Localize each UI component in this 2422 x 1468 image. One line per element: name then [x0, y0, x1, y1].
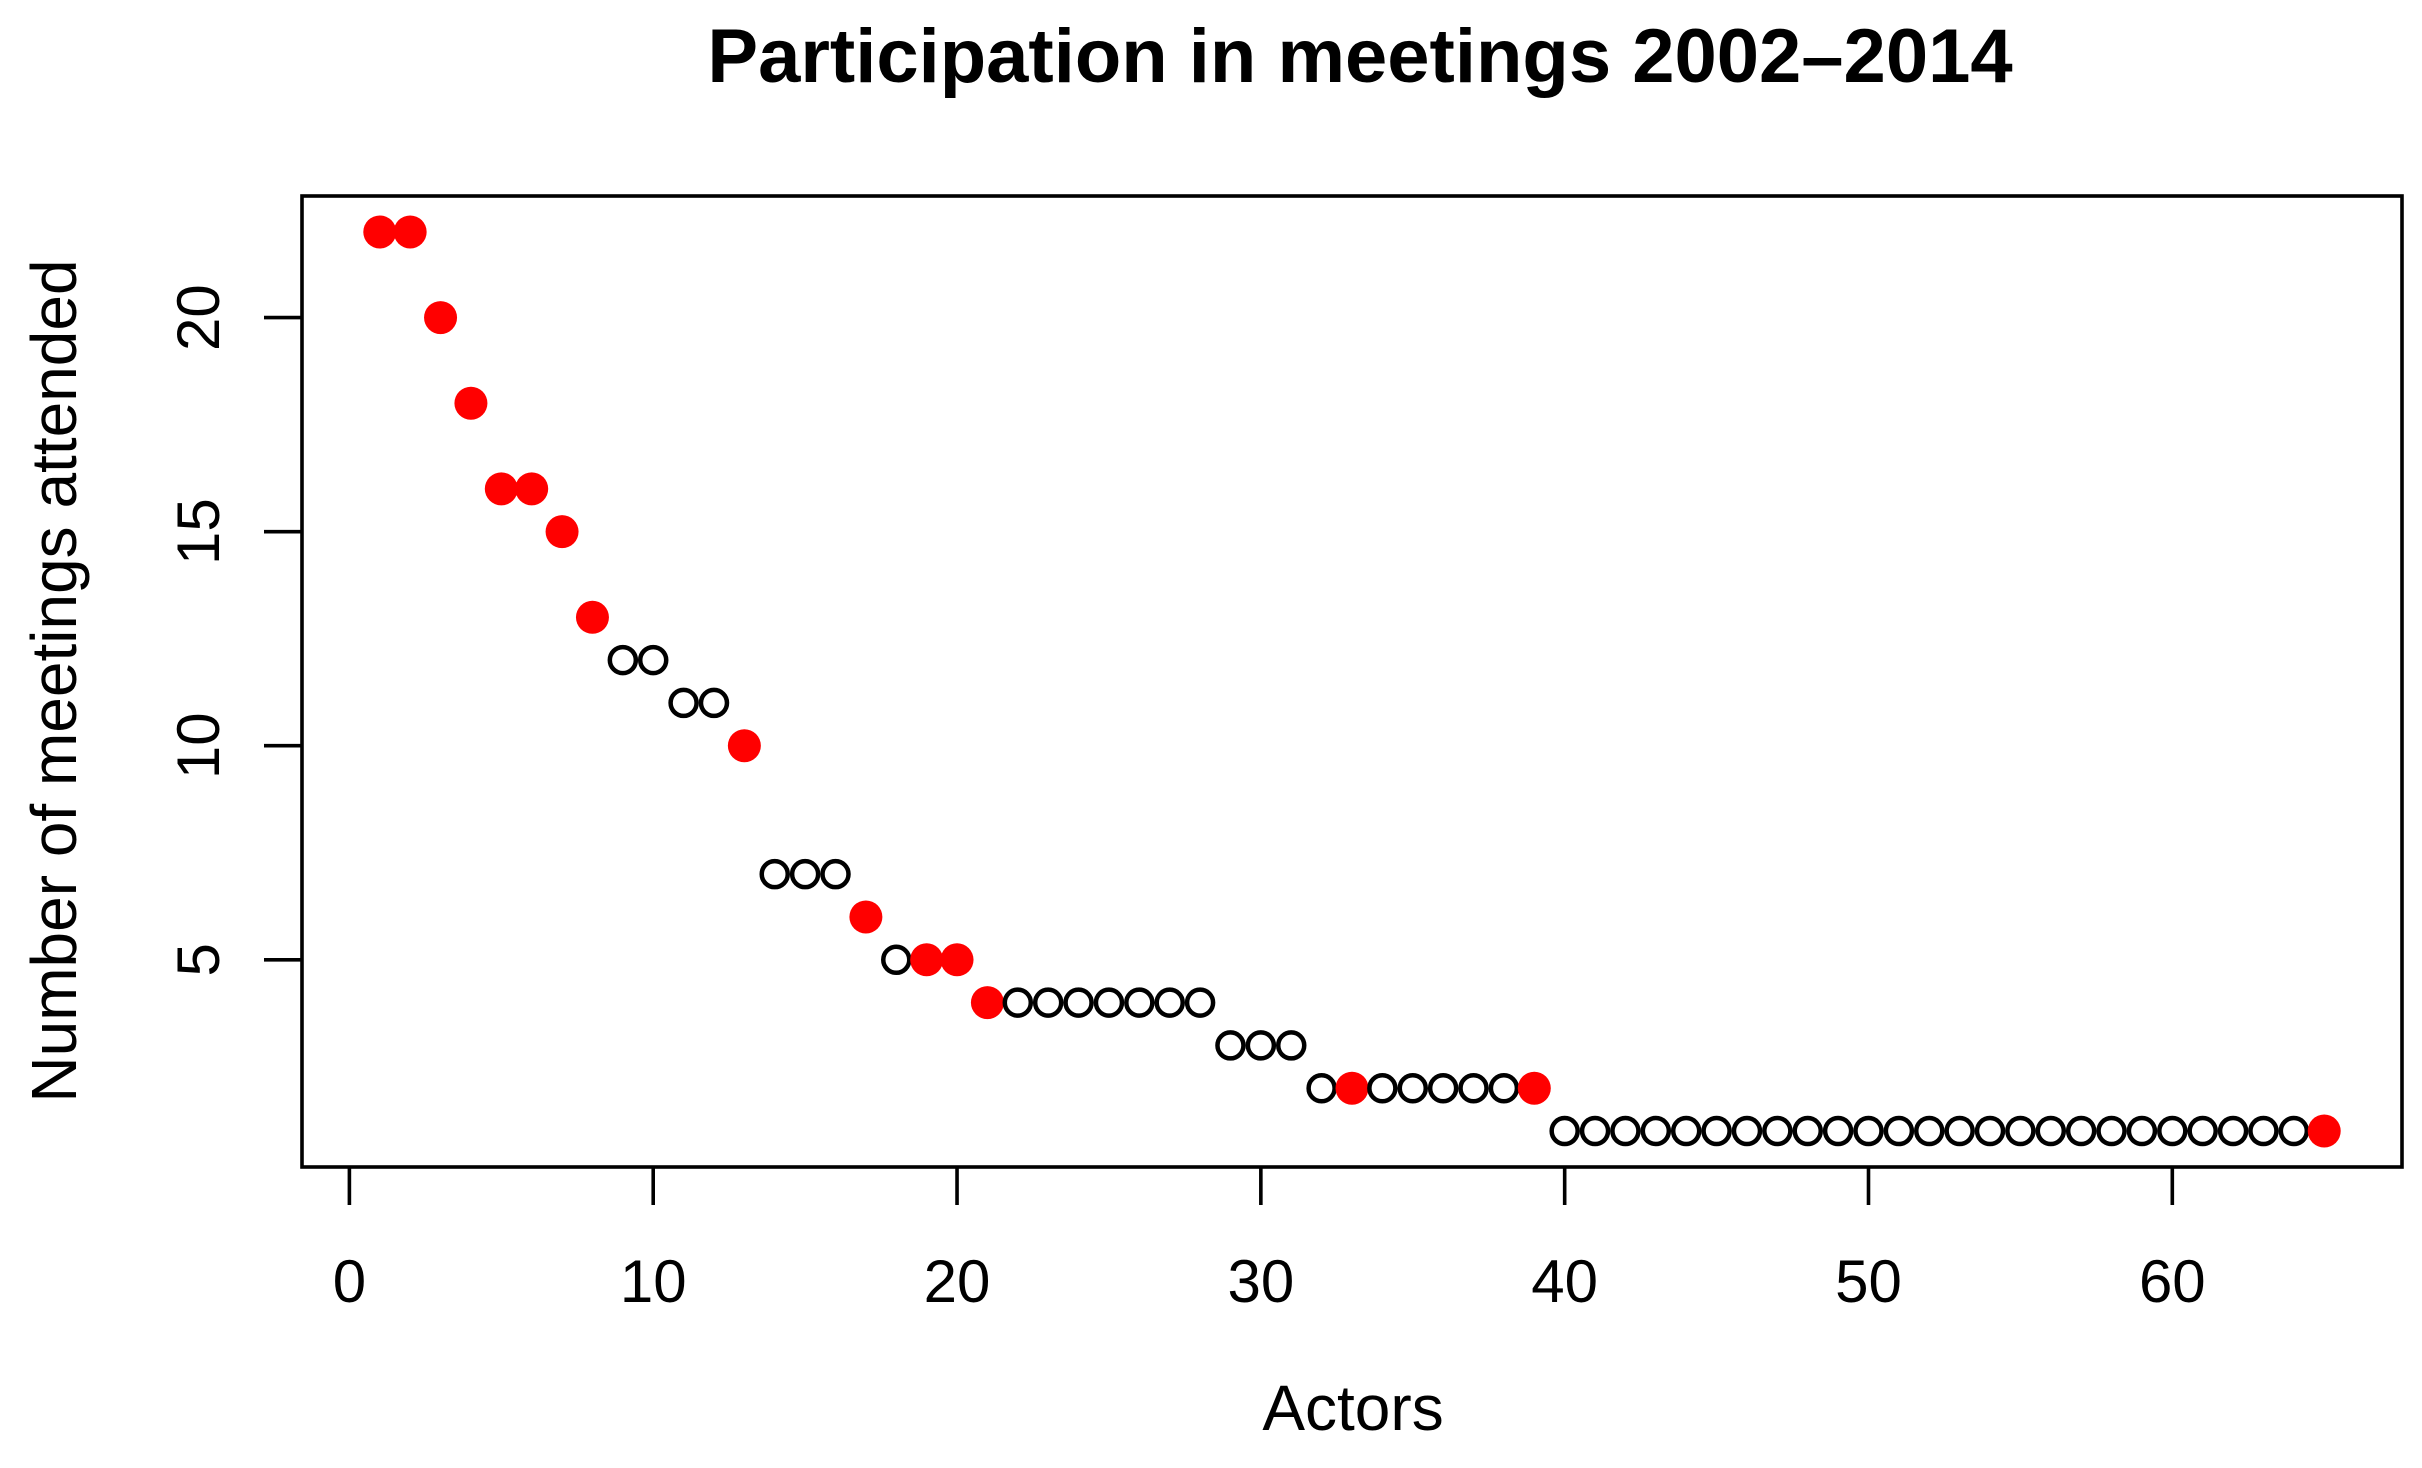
data-point-filled	[849, 900, 883, 934]
data-point-filled	[1517, 1071, 1551, 1105]
data-point-open	[1458, 1072, 1489, 1104]
x-tick-label: 10	[620, 1248, 687, 1315]
data-point-open	[1427, 1072, 1459, 1104]
y-axis-label: Number of meetings attended	[18, 259, 90, 1102]
x-tick-label: 30	[1227, 1248, 1294, 1315]
data-point-open	[1792, 1115, 1823, 1147]
data-point-filled	[545, 515, 579, 549]
data-point-open	[698, 687, 730, 719]
data-point-open	[607, 644, 639, 676]
data-point-filled	[484, 472, 518, 506]
data-point-open	[2248, 1115, 2279, 1147]
data-point-open	[1124, 987, 1155, 1018]
data-point-open	[2126, 1115, 2158, 1147]
data-point-open	[2157, 1115, 2188, 1147]
x-tick-label: 60	[2139, 1248, 2206, 1315]
x-tick-label: 0	[333, 1248, 366, 1315]
data-point-open	[789, 858, 821, 890]
data-point-open	[1275, 1030, 1307, 1061]
data-point-filled	[2307, 1114, 2341, 1148]
x-axis: 0 10 20 30 40 50 60	[333, 1167, 2206, 1315]
data-point-open	[881, 944, 912, 976]
data-point-filled	[454, 386, 488, 420]
data-point-open	[820, 858, 851, 890]
data-point-open	[1397, 1072, 1429, 1104]
data-point-filled	[363, 215, 397, 249]
data-point-open	[1883, 1115, 1915, 1147]
data-point-open	[1215, 1030, 1246, 1061]
data-point-open	[1914, 1115, 1945, 1147]
data-point-open	[1701, 1115, 1732, 1147]
data-point-open	[637, 644, 669, 676]
data-point-open	[1032, 987, 1064, 1018]
data-point-open	[1853, 1115, 1884, 1147]
data-point-open	[2096, 1115, 2127, 1147]
data-point-open	[1579, 1115, 1611, 1147]
data-point-open	[1093, 987, 1125, 1018]
data-point-open	[2278, 1115, 2310, 1147]
data-point-filled	[940, 943, 974, 977]
y-tick-label: 5	[165, 943, 232, 976]
data-point-filled	[393, 215, 427, 249]
data-point-open	[1974, 1115, 2006, 1147]
chart-title: Participation in meetings 2002–2014	[707, 14, 2012, 99]
data-point-filled	[575, 600, 609, 634]
data-point-filled	[970, 986, 1004, 1020]
data-point-filled	[727, 729, 761, 763]
plot-box	[300, 194, 2404, 1169]
x-tick-label: 50	[1835, 1248, 1902, 1315]
data-point-filled	[910, 943, 944, 977]
data-point-filled	[1335, 1071, 1369, 1105]
data-point-open	[1154, 987, 1185, 1018]
data-point-open	[759, 858, 790, 890]
data-point-open	[2217, 1115, 2249, 1147]
data-point-open	[2005, 1115, 2036, 1147]
data-point-open	[1367, 1072, 1398, 1104]
data-point-open	[2187, 1115, 2218, 1147]
data-point-open	[1063, 987, 1094, 1018]
data-point-open	[1944, 1115, 1975, 1147]
data-points	[363, 215, 2341, 1148]
data-point-open	[1640, 1115, 1672, 1147]
data-point-open	[1610, 1115, 1641, 1147]
y-tick-label: 20	[165, 284, 232, 351]
x-axis-label: Actors	[1262, 1372, 1443, 1444]
x-tick-label: 20	[924, 1248, 991, 1315]
data-point-open	[1184, 987, 1216, 1018]
data-point-open	[1245, 1030, 1277, 1061]
data-point-filled	[515, 472, 549, 506]
data-point-open	[1670, 1115, 1702, 1147]
y-axis: 5 10 15 20	[165, 284, 302, 976]
x-tick-label: 40	[1531, 1248, 1598, 1315]
data-point-open	[1488, 1072, 1520, 1104]
y-tick-label: 15	[165, 498, 232, 565]
data-point-open	[2065, 1115, 2097, 1147]
data-point-open	[1731, 1115, 1763, 1147]
data-point-open	[1306, 1072, 1337, 1104]
data-point-open	[668, 687, 699, 719]
data-point-open	[1762, 1115, 1793, 1147]
y-tick-label: 10	[165, 712, 232, 779]
data-point-filled	[424, 301, 458, 335]
data-point-open	[1002, 987, 1034, 1018]
data-point-open	[2035, 1115, 2067, 1147]
data-point-open	[1549, 1115, 1580, 1147]
data-point-open	[1822, 1115, 1854, 1147]
